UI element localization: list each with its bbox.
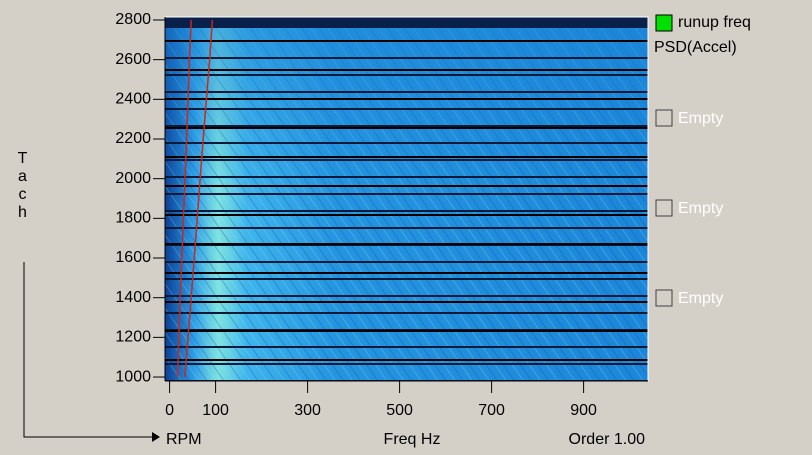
order-tracks (176, 19, 214, 378)
rpm-label: RPM (166, 431, 202, 448)
x-tick-label: 300 (294, 402, 321, 419)
x-tick-label: 900 (570, 402, 597, 419)
y-tick-label: 1400 (115, 289, 151, 306)
x-axis-label: Freq Hz (384, 431, 441, 448)
order-track (176, 19, 192, 378)
y-tick-label: 2400 (115, 91, 151, 108)
x-tick-label: 700 (478, 402, 505, 419)
order-label: Order 1.00 (569, 431, 646, 448)
spectrogram (165, 17, 648, 381)
y-tick-label: 1600 (115, 249, 151, 266)
legend-slot-label[interactable]: Empty (678, 110, 723, 127)
legend-slot-label[interactable]: Empty (678, 290, 723, 307)
spectrogram-top-band (165, 17, 648, 28)
y-tick-label: 1000 (115, 368, 151, 385)
y-tick-label: 2000 (115, 170, 151, 187)
x-tick-label: 100 (202, 402, 229, 419)
legend-swatch[interactable] (655, 14, 673, 32)
y-tick-label: 1200 (115, 329, 151, 346)
y-tick-label: 1800 (115, 210, 151, 227)
arrow-head (152, 432, 160, 442)
legend-slot-label[interactable]: Empty (678, 200, 723, 217)
axes: 1000120014001600180020002200240026002800… (115, 11, 648, 419)
legend-slots: Empty Empty Empty (655, 109, 723, 307)
legend-sublabel: PSD(Accel) (654, 39, 737, 56)
y-tick-label: 2800 (115, 11, 151, 28)
axis-arrow (23, 262, 152, 438)
y-axis-label: Tach (14, 150, 31, 222)
x-tick-label: 0 (165, 402, 174, 419)
x-tick-label: 500 (386, 402, 413, 419)
order-track (184, 19, 214, 378)
y-tick-label: 2200 (115, 130, 151, 147)
legend-slot-box[interactable] (655, 109, 673, 127)
spectrogram-rows (165, 17, 648, 381)
y-tick-label: 2600 (115, 51, 151, 68)
legend-label[interactable]: runup freq (678, 14, 751, 31)
legend-slot-box[interactable] (655, 199, 673, 217)
legend-slot-box[interactable] (655, 289, 673, 307)
